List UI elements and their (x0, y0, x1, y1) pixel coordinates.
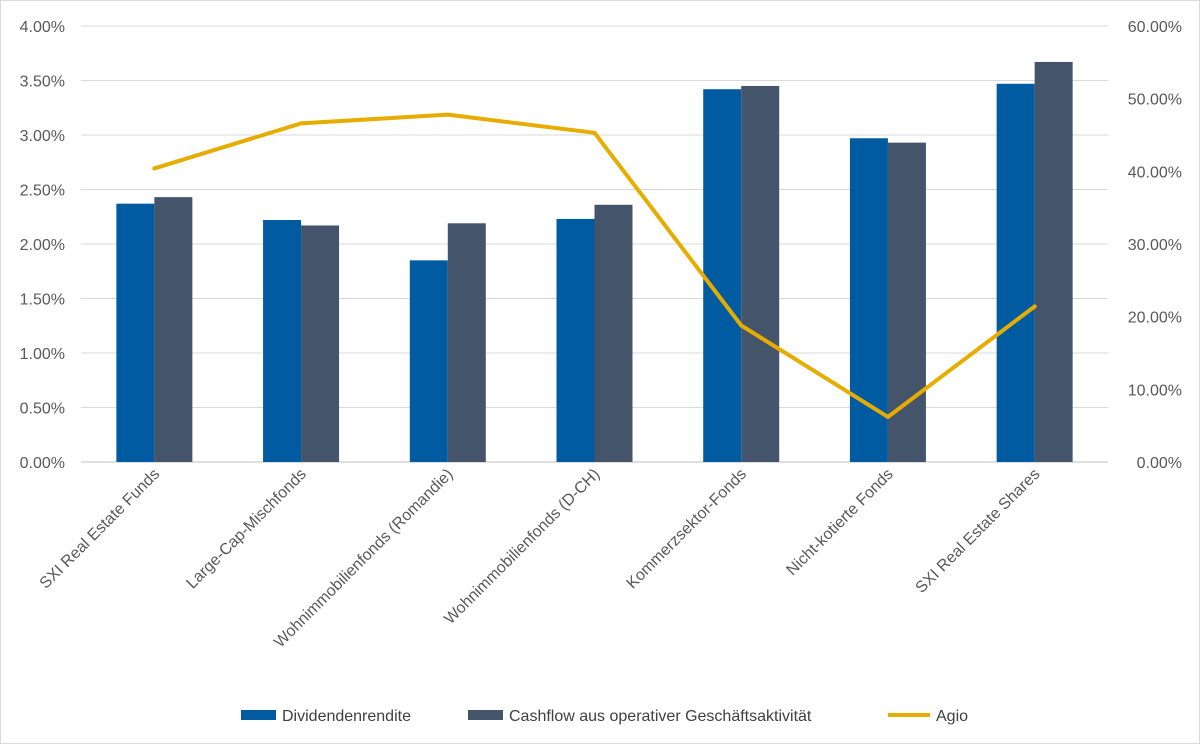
agio-point (885, 414, 890, 419)
right-tick-label: 30.00% (1128, 237, 1182, 254)
category-label: Wohnimmobilienfonds (D-CH) (441, 466, 603, 628)
bar-cashflow (301, 225, 340, 462)
bar-dividendenrendite (996, 83, 1035, 463)
category-label: Nicht-kotierte Fonds (783, 466, 896, 579)
legend-swatch (241, 710, 276, 720)
agio-point (592, 130, 597, 135)
bar-cashflow (594, 204, 633, 462)
left-axis-ticks: 0.00% 0.50% 1.00% 1.50% 2.00% 2.50% 3.00% 3.50%… (20, 19, 65, 472)
bar-dividendenrendite (556, 218, 595, 462)
left-tick-label: 3.50% (20, 74, 65, 91)
bar-dividendenrendite (263, 220, 302, 462)
bar-dividendenrendite (703, 89, 742, 462)
bar-cashflow (1034, 61, 1073, 462)
right-tick-label: 20.00% (1128, 310, 1182, 327)
agio-point (152, 166, 157, 171)
right-tick-label: 0.00% (1137, 455, 1182, 472)
legend-label: Agio (936, 708, 968, 725)
agio-point (1032, 304, 1037, 309)
left-tick-label: 1.00% (20, 346, 65, 363)
category-labels: SXI Real Estate Funds Large-Cap-Mischfond… (37, 466, 1044, 651)
agio-line (152, 112, 1037, 419)
category-label: Kommerzsektor-Fonds (624, 466, 750, 592)
bar-marks (116, 61, 1073, 463)
left-tick-label: 0.50% (20, 401, 65, 418)
category-label: Large-Cap-Mischfonds (183, 466, 309, 592)
right-tick-label: 10.00% (1128, 382, 1182, 399)
left-tick-label: 3.00% (20, 128, 65, 145)
right-axis-ticks: 0.00% 10.00% 20.00% 30.00% 40.00% 50.00% 60.00… (1128, 19, 1182, 472)
bar-cashflow (154, 197, 193, 462)
agio-point (739, 323, 744, 328)
left-tick-label: 1.50% (20, 292, 65, 309)
bar-dividendenrendite (116, 203, 155, 463)
left-tick-label: 2.50% (20, 183, 65, 200)
right-tick-label: 60.00% (1128, 19, 1182, 36)
category-label: Wohnimmobilienfonds (Romandie) (271, 466, 456, 651)
left-tick-label: 2.00% (20, 237, 65, 254)
bar-cashflow (447, 223, 486, 462)
bar-cashflow (887, 142, 926, 462)
agio-point (445, 112, 450, 117)
left-tick-label: 0.00% (20, 455, 65, 472)
bar-cashflow (741, 85, 780, 462)
bar-dividendenrendite (849, 138, 888, 462)
legend-swatch (468, 710, 503, 720)
bar-dividendenrendite (409, 260, 448, 462)
left-tick-label: 4.00% (20, 19, 65, 36)
legend-label: Dividendenrendite (282, 708, 411, 725)
category-label: SXI Real Estate Funds (37, 466, 163, 592)
right-tick-label: 50.00% (1128, 92, 1182, 109)
legend: Dividendenrendite Cashflow aus operativer… (241, 708, 968, 725)
right-tick-label: 40.00% (1128, 164, 1182, 181)
legend-label: Cashflow aus operativer Geschäftsaktivit… (509, 708, 812, 725)
agio-point (299, 121, 304, 126)
category-label: SXI Real Estate Shares (913, 466, 1044, 597)
